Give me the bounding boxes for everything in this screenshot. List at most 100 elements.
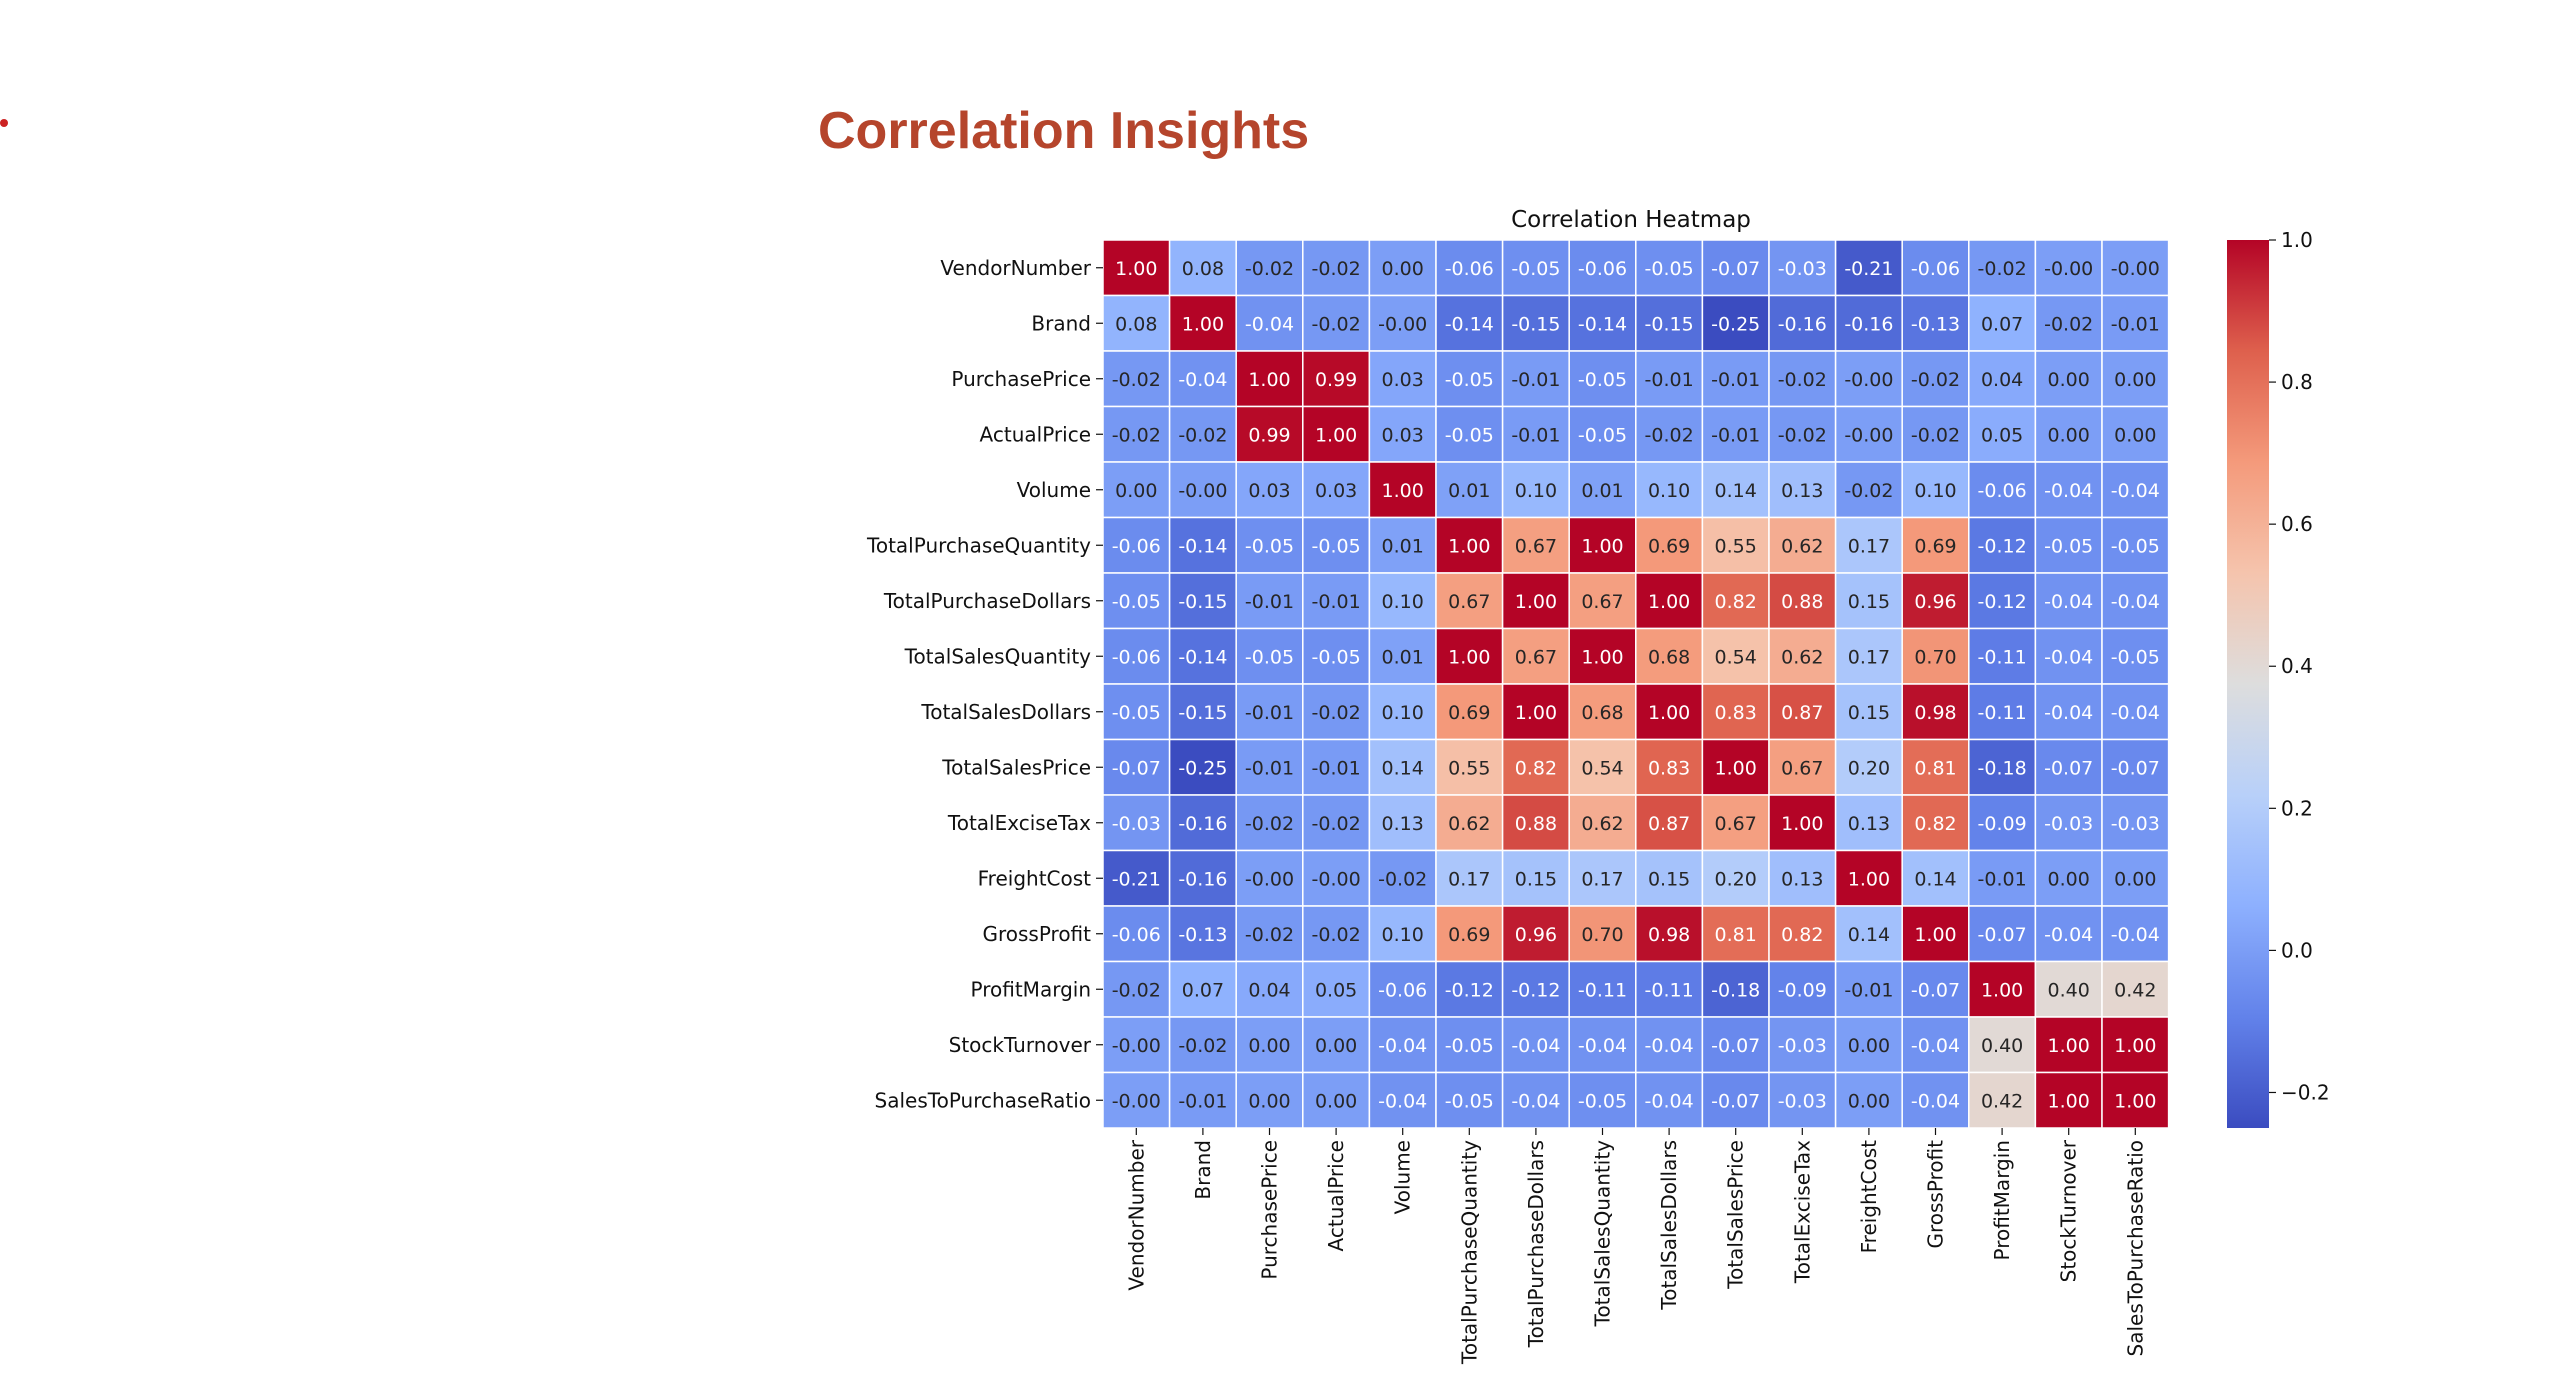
heatmap-cell [1701,239,1770,297]
heatmap-cell [1368,849,1437,907]
heatmap-cell [1302,294,1371,352]
heatmap-cell [1235,461,1304,519]
cell-value-label: 0.13 [1382,813,1424,835]
cell-value-label: -0.02 [1978,258,2027,280]
heatmap-cell [1235,960,1304,1018]
cell-value-label: -0.15 [1178,702,1227,724]
cell-value-label: 1.00 [2048,1090,2090,1112]
heatmap-cell [1302,960,1371,1018]
cell-value-label: 0.55 [1715,535,1757,557]
cell-value-label: -0.03 [2111,813,2160,835]
cell-value-label: 0.67 [1581,591,1623,613]
cell-value-label: -0.05 [1312,646,1361,668]
column-label: ProfitMargin [1990,1140,2014,1260]
heatmap-cell [1435,683,1504,741]
heatmap-cell [1435,405,1504,463]
cell-value-label: -0.07 [1112,757,1161,779]
cell-value-label: 0.04 [1248,979,1290,1001]
heatmap-cell [1168,572,1237,630]
cell-value-label: -0.12 [1978,535,2027,557]
heatmap-cell [1768,849,1837,907]
cell-value-label: 1.00 [2114,1035,2156,1057]
cell-value-label: 0.55 [1448,757,1490,779]
cell-value-label: 0.88 [1515,813,1557,835]
heatmap-cell [1768,572,1837,630]
heatmap-cell [1968,350,2037,408]
cell-value-label: -0.04 [2044,591,2093,613]
heatmap-cell [1302,738,1371,796]
heatmap-cell [1834,239,1903,297]
cell-value-label: -0.14 [1178,535,1227,557]
cell-value-label: -0.02 [1245,924,1294,946]
cell-value-label: -0.05 [1312,535,1361,557]
heatmap-cell [2101,1071,2170,1129]
cell-value-label: -0.04 [2111,924,2160,946]
heatmap-cell [1968,627,2037,685]
cell-value-label: 0.00 [2114,369,2156,391]
cell-value-label: -0.04 [1645,1035,1694,1057]
heatmap-cell [2101,794,2170,852]
cell-value-label: -0.04 [1511,1035,1560,1057]
cell-value-label: -0.02 [1645,424,1694,446]
heatmap-cell [1368,1016,1437,1074]
heatmap-cell [2034,849,2103,907]
cell-value-label: -0.06 [1911,258,1960,280]
heatmap-cell [1834,1071,1903,1129]
cell-value-label: -0.00 [1112,1035,1161,1057]
heatmap-cell [1435,960,1504,1018]
heatmap-cell [1968,905,2037,963]
cell-value-label: 0.03 [1382,424,1424,446]
column-label: StockTurnover [2057,1139,2081,1282]
cell-value-label: 0.15 [1848,702,1890,724]
cell-value-label: -0.00 [1844,369,1893,391]
cell-value-label: -0.00 [1245,868,1294,890]
cell-value-label: -0.04 [1645,1090,1694,1112]
cell-value-label: 0.62 [1781,646,1823,668]
row-label: GrossProfit [982,922,1091,946]
cell-value-label: 0.69 [1448,702,1490,724]
heatmap-cell [1768,1071,1837,1129]
heatmap-cell [2101,239,2170,297]
heatmap-cell [1901,738,1970,796]
cell-value-label: 0.20 [1848,757,1890,779]
cell-value-label: 0.54 [1715,646,1757,668]
heatmap-cell [1901,350,1970,408]
heatmap-cell [1235,905,1304,963]
heatmap-cell [1768,294,1837,352]
heatmap-cell [2101,516,2170,574]
cell-value-label: -0.02 [1778,424,1827,446]
cell-value-label: 0.10 [1515,480,1557,502]
cell-value-label: -0.18 [1711,979,1760,1001]
heatmap-cell [1701,350,1770,408]
heatmap-cell [1901,794,1970,852]
heatmap-cell [1701,1016,1770,1074]
heatmap-cell [1235,572,1304,630]
cell-value-label: 1.00 [1115,258,1157,280]
cell-value-label: 0.82 [1715,591,1757,613]
heatmap-cell [1235,683,1304,741]
cell-value-label: 0.10 [1914,480,1956,502]
heatmap-cell [1568,1016,1637,1074]
cell-value-label: -0.15 [1178,591,1227,613]
heatmap-cell [1435,794,1504,852]
cell-value-label: 0.15 [1515,868,1557,890]
heatmap-cell [1435,572,1504,630]
colorbar-tick-label: 0.6 [2281,512,2313,536]
cell-value-label: 0.70 [1581,924,1623,946]
cell-value-label: 1.00 [1848,868,1890,890]
heatmap-cell [1235,738,1304,796]
heatmap-cell [1834,461,1903,519]
row-labels: VendorNumber Brand PurchasePrice ActualPric… [866,256,1103,1112]
cell-value-label: -0.13 [1178,924,1227,946]
cell-value-label: -0.13 [1911,313,1960,335]
cell-value-label: -0.11 [1978,702,2027,724]
heatmap-cell [1701,905,1770,963]
heatmap-cell [2034,294,2103,352]
heatmap-cell [1901,960,1970,1018]
cell-value-label: 1.00 [1448,535,1490,557]
cell-value-label: -0.00 [1312,868,1361,890]
cell-value-label: -0.01 [1245,591,1294,613]
cell-value-label: 0.08 [1115,313,1157,335]
cell-value-label: 0.04 [1981,369,2023,391]
column-label: PurchasePrice [1258,1140,1282,1280]
